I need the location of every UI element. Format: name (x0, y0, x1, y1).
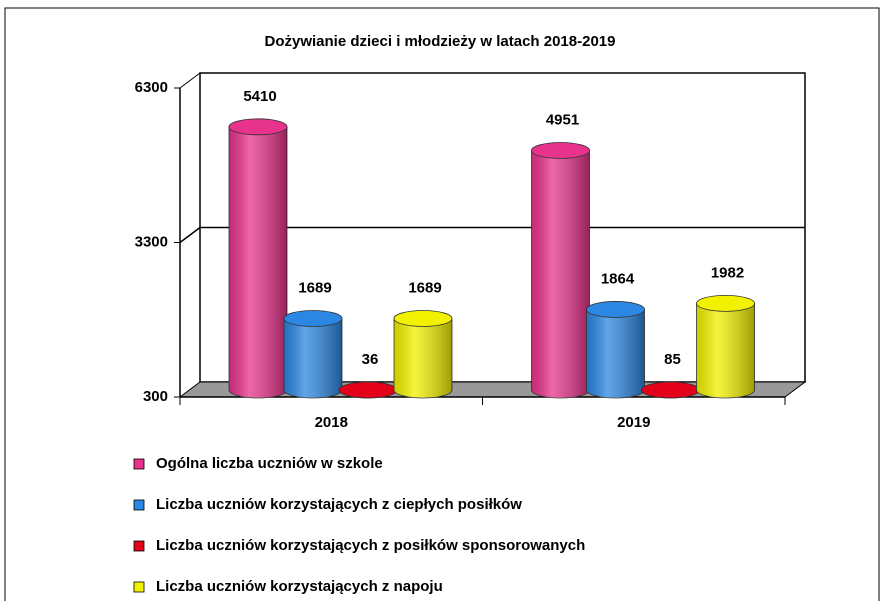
y-tick-label: 6300 (135, 79, 168, 96)
bar-top (393, 310, 453, 327)
legend-swatch (133, 499, 145, 511)
bar-top (641, 381, 700, 399)
chart-title: Dożywianie dzieci i młodzieży w latach 2… (265, 33, 616, 50)
value-label: 4951 (546, 111, 579, 128)
x-tick-label: 2018 (315, 414, 348, 431)
value-label: 85 (664, 351, 681, 368)
bar-shade (229, 126, 287, 399)
legend-swatch (133, 458, 145, 470)
legend-swatch (133, 540, 145, 552)
bar-top (696, 294, 755, 312)
side-wall (179, 72, 201, 89)
bar-shade (586, 309, 645, 398)
value-label: 5410 (243, 88, 276, 105)
y-tick-label: 300 (143, 388, 168, 405)
legend-label: Liczba uczniów korzystających z posiłków… (156, 537, 585, 554)
frame (4, 7, 880, 601)
value-label: 1864 (601, 270, 635, 287)
bar-top (531, 142, 590, 159)
bar-shade (284, 318, 342, 398)
bar-top (228, 118, 288, 136)
value-label: 36 (362, 351, 379, 368)
legend-swatch (133, 581, 145, 593)
legend-label: Liczba uczniów korzystających z ciepłych… (156, 496, 522, 513)
bar-top (283, 310, 343, 327)
bar-shade (394, 318, 452, 398)
bar-top (338, 381, 398, 399)
x-tick-label: 2019 (617, 414, 650, 431)
legend-label: Liczba uczniów korzystających z napoju (156, 578, 443, 595)
bar-shade (696, 303, 755, 398)
value-label: 1689 (408, 279, 441, 296)
legend-label: Ogólna liczba uczniów w szkole (156, 455, 383, 472)
bar-shade (531, 150, 590, 398)
y-tick-label: 3300 (135, 233, 168, 250)
grid-line (179, 226, 201, 244)
value-label: 1982 (711, 264, 744, 281)
bar-top (586, 301, 645, 318)
value-label: 1689 (298, 279, 331, 296)
